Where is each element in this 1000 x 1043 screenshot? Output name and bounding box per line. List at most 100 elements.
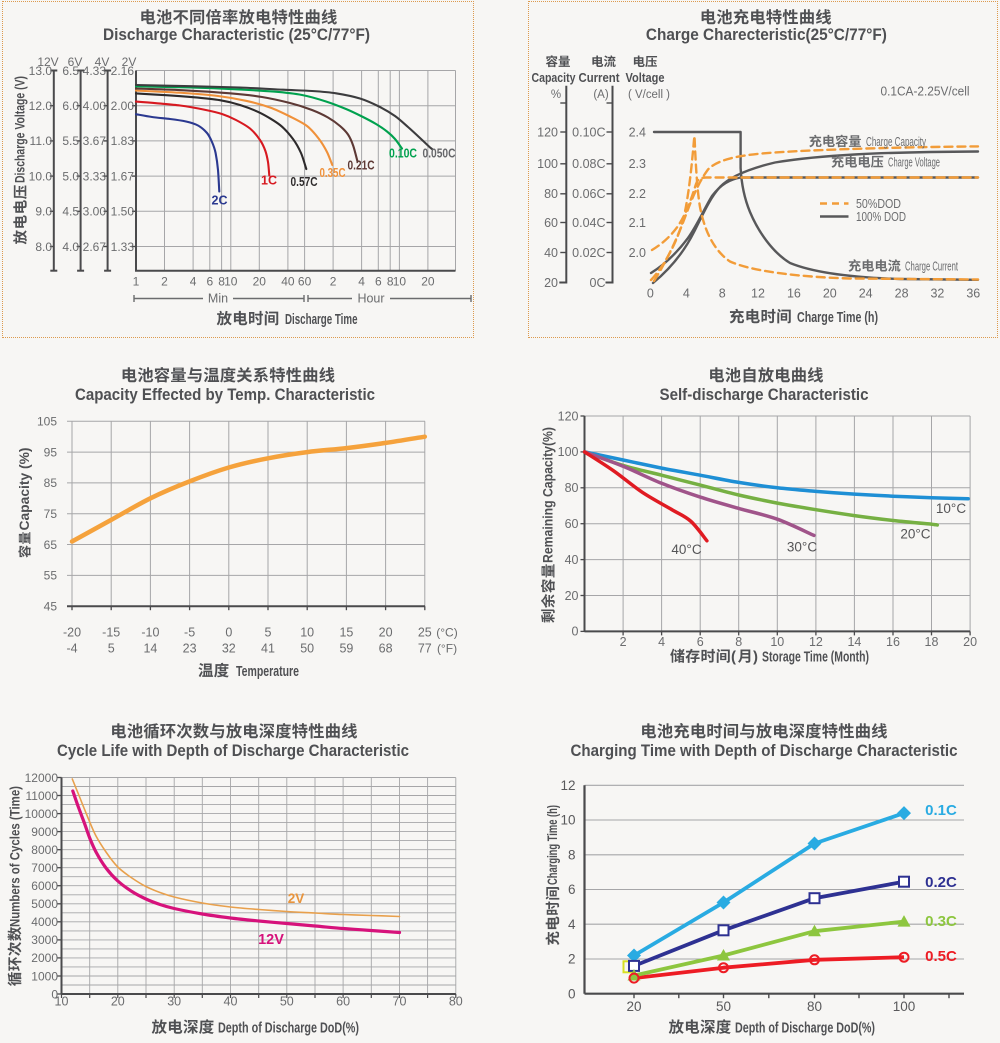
svg-text:2: 2 xyxy=(620,635,627,649)
svg-text:23: 23 xyxy=(183,642,197,656)
svg-text:6.0: 6.0 xyxy=(62,99,79,113)
svg-text:8: 8 xyxy=(719,287,726,301)
svg-text:20°C: 20°C xyxy=(900,527,930,542)
svg-text:3.67: 3.67 xyxy=(83,134,107,148)
svg-text:85: 85 xyxy=(44,476,58,490)
svg-text:120: 120 xyxy=(537,125,558,139)
svg-text:3.00: 3.00 xyxy=(83,205,107,219)
svg-text:10: 10 xyxy=(55,995,69,1009)
svg-text:0: 0 xyxy=(225,626,232,640)
svg-text:4.5: 4.5 xyxy=(62,205,79,219)
svg-text:5.5: 5.5 xyxy=(62,134,79,148)
svg-text:3000: 3000 xyxy=(31,933,58,947)
svg-text:2.4: 2.4 xyxy=(629,125,646,139)
svg-text:6: 6 xyxy=(568,882,576,897)
svg-text:6000: 6000 xyxy=(31,879,58,893)
svg-text:80: 80 xyxy=(565,481,579,495)
svg-text:4000: 4000 xyxy=(31,915,58,929)
svg-text:Storage Time (Month): Storage Time (Month) xyxy=(762,650,869,666)
svg-text:4.0: 4.0 xyxy=(62,240,79,254)
svg-text:2.67: 2.67 xyxy=(83,240,107,254)
svg-text:(°C): (°C) xyxy=(436,626,457,640)
svg-text:0C: 0C xyxy=(590,276,606,290)
svg-text:Self-discharge Characteristic: Self-discharge Characteristic xyxy=(660,386,869,404)
svg-text:7000: 7000 xyxy=(31,861,58,875)
svg-text:5.0: 5.0 xyxy=(62,169,79,183)
svg-text:14: 14 xyxy=(143,642,157,656)
svg-text:2V: 2V xyxy=(288,891,305,906)
svg-text:9000: 9000 xyxy=(31,825,58,839)
svg-text:0.08C: 0.08C xyxy=(572,157,605,171)
svg-text:-15: -15 xyxy=(102,626,120,640)
svg-text:Current: Current xyxy=(579,70,621,85)
svg-text:100: 100 xyxy=(558,445,579,459)
svg-text:2.00: 2.00 xyxy=(111,99,135,113)
svg-text:36: 36 xyxy=(966,287,980,301)
svg-text:(A): (A) xyxy=(593,89,609,101)
svg-text:Discharge Time: Discharge Time xyxy=(285,312,358,328)
svg-text:(°F): (°F) xyxy=(437,642,457,656)
svg-text:20: 20 xyxy=(544,276,558,290)
svg-text:0.10C: 0.10C xyxy=(572,125,605,139)
svg-text:45: 45 xyxy=(44,600,58,614)
svg-text:2.2: 2.2 xyxy=(629,187,646,201)
svg-text:20: 20 xyxy=(421,275,435,289)
svg-text:Charge Capacity: Charge Capacity xyxy=(866,134,926,149)
svg-text:4.00: 4.00 xyxy=(83,99,107,113)
svg-text:(: ( xyxy=(731,649,736,666)
svg-text:Discharge Characteristic (25°C: Discharge Characteristic (25°C/77°F) xyxy=(103,26,370,44)
svg-text:40: 40 xyxy=(281,275,295,289)
svg-text:32: 32 xyxy=(930,287,944,301)
svg-text:10: 10 xyxy=(300,626,314,640)
svg-text:-10: -10 xyxy=(141,626,159,640)
svg-text:8000: 8000 xyxy=(31,843,58,857)
svg-text:4V: 4V xyxy=(95,55,110,69)
svg-text:95: 95 xyxy=(44,445,58,459)
svg-text:Charge Charecteristic(25°C/77°: Charge Charecteristic(25°C/77°F) xyxy=(646,26,887,44)
svg-text:80: 80 xyxy=(807,999,822,1014)
svg-text:25: 25 xyxy=(418,626,432,640)
svg-text:41: 41 xyxy=(261,642,275,656)
svg-text:70: 70 xyxy=(393,995,407,1009)
svg-text:0: 0 xyxy=(572,625,579,639)
svg-text:1000: 1000 xyxy=(31,969,58,983)
svg-text:Min: Min xyxy=(208,292,228,306)
svg-text:5: 5 xyxy=(265,626,272,640)
svg-text:4: 4 xyxy=(683,287,690,301)
svg-text:60: 60 xyxy=(544,216,558,230)
svg-text:Charge Current: Charge Current xyxy=(905,259,958,274)
svg-text:20: 20 xyxy=(565,589,579,603)
svg-text:1.83: 1.83 xyxy=(111,134,135,148)
svg-text:55: 55 xyxy=(44,569,58,583)
svg-text:10: 10 xyxy=(224,275,238,289)
svg-text:0: 0 xyxy=(647,287,654,301)
svg-text:77: 77 xyxy=(418,642,432,656)
svg-text:2V: 2V xyxy=(122,55,137,69)
svg-text:Depth of Discharge DoD(%): Depth of Discharge DoD(%) xyxy=(735,1021,875,1037)
svg-text:50%DOD: 50%DOD xyxy=(856,197,901,211)
svg-text:12: 12 xyxy=(751,287,765,301)
svg-text:2C: 2C xyxy=(212,194,228,208)
svg-text:60: 60 xyxy=(298,275,312,289)
svg-text:100: 100 xyxy=(537,157,558,171)
svg-text:Charging Time with Depth of Di: Charging Time with Depth of Discharge Ch… xyxy=(571,742,958,760)
svg-text:-4: -4 xyxy=(66,642,77,656)
svg-text:18: 18 xyxy=(925,635,939,649)
svg-text:-20: -20 xyxy=(63,626,81,640)
svg-text:Charge Time (h): Charge Time (h) xyxy=(797,310,878,326)
svg-text:16: 16 xyxy=(886,635,900,649)
svg-text:10: 10 xyxy=(770,635,784,649)
svg-text:10: 10 xyxy=(393,275,407,289)
svg-text:60: 60 xyxy=(565,517,579,531)
svg-text:1.33: 1.33 xyxy=(111,240,135,254)
svg-text:0.06C: 0.06C xyxy=(572,187,605,201)
svg-text:65: 65 xyxy=(44,538,58,552)
svg-text:0.02C: 0.02C xyxy=(572,246,605,260)
svg-text:13.0: 13.0 xyxy=(29,64,53,78)
svg-text:20: 20 xyxy=(111,995,125,1009)
svg-text:15: 15 xyxy=(339,626,353,640)
svg-text:0.5C: 0.5C xyxy=(925,948,957,965)
svg-text:28: 28 xyxy=(895,287,909,301)
svg-text:4.33: 4.33 xyxy=(83,64,107,78)
svg-text:0.35C: 0.35C xyxy=(320,166,346,180)
